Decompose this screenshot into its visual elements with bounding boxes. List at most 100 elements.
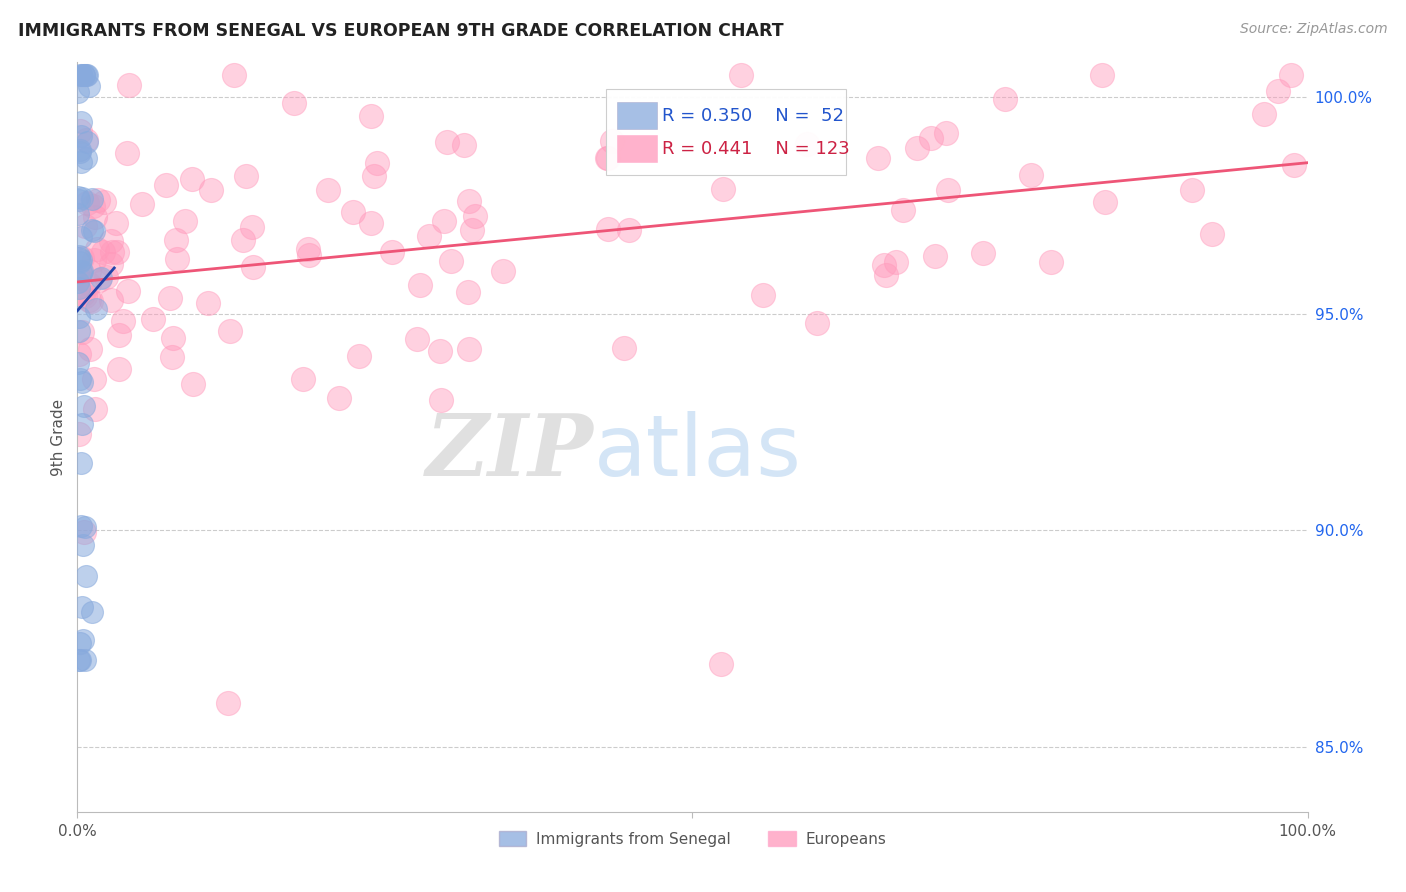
Point — [69, 265, 91, 279]
Point — [406, 333, 429, 347]
Point — [242, 260, 264, 274]
Point — [70, 375, 93, 389]
Point — [79, 342, 101, 356]
Point — [617, 223, 640, 237]
Point — [70, 325, 93, 339]
Point — [69, 229, 91, 244]
Point — [1279, 69, 1302, 83]
Point — [283, 95, 305, 110]
Point — [316, 183, 339, 197]
Point — [70, 253, 93, 268]
Point — [232, 233, 254, 247]
Point — [806, 316, 828, 330]
Point — [72, 287, 94, 301]
Point — [436, 135, 458, 149]
FancyBboxPatch shape — [617, 135, 657, 162]
Point — [101, 245, 124, 260]
Point — [174, 214, 197, 228]
Legend: Immigrants from Senegal, Europeans: Immigrants from Senegal, Europeans — [492, 824, 893, 853]
Point — [200, 183, 222, 197]
Point — [84, 210, 107, 224]
Point — [72, 632, 94, 647]
Point — [117, 284, 139, 298]
Point — [70, 251, 93, 265]
Point — [105, 244, 128, 259]
Point — [600, 134, 623, 148]
Point — [596, 151, 619, 165]
Point — [73, 69, 96, 83]
Point — [70, 417, 93, 431]
Point — [89, 273, 111, 287]
Point — [935, 126, 957, 140]
Text: ZIP: ZIP — [426, 410, 595, 494]
Point — [107, 362, 129, 376]
Point — [596, 151, 619, 165]
Point — [80, 192, 103, 206]
Point — [1267, 84, 1289, 98]
Point — [328, 392, 350, 406]
Point — [730, 69, 752, 83]
Point — [70, 191, 93, 205]
Point — [710, 657, 733, 672]
Point — [77, 79, 100, 94]
Point — [105, 216, 128, 230]
Point — [1181, 184, 1204, 198]
Point — [1201, 227, 1223, 242]
Point — [93, 195, 115, 210]
Point — [197, 296, 219, 310]
Point — [70, 154, 93, 169]
Point — [80, 222, 103, 236]
Point — [458, 342, 481, 356]
Point — [72, 538, 94, 552]
Point — [112, 314, 135, 328]
Point — [67, 270, 90, 285]
Point — [131, 196, 153, 211]
FancyBboxPatch shape — [606, 88, 846, 175]
Point — [73, 69, 96, 83]
Point — [458, 194, 481, 209]
Point — [100, 234, 122, 248]
Point — [69, 255, 91, 269]
Point — [100, 293, 122, 308]
Point — [69, 69, 91, 83]
Point — [75, 520, 97, 534]
Point — [159, 291, 181, 305]
Point — [347, 350, 370, 364]
Point — [107, 328, 129, 343]
Point — [87, 194, 110, 208]
Point — [69, 145, 91, 160]
Text: atlas: atlas — [595, 410, 801, 493]
Point — [461, 223, 484, 237]
Point — [70, 518, 93, 533]
Point — [1253, 107, 1275, 121]
Point — [936, 184, 959, 198]
Point — [67, 427, 90, 442]
Point — [70, 69, 93, 83]
Point — [76, 196, 98, 211]
Point — [218, 324, 240, 338]
Point — [77, 293, 100, 307]
Point — [166, 252, 188, 266]
Point — [181, 377, 204, 392]
Point — [83, 371, 105, 385]
Point — [440, 254, 463, 268]
Point — [67, 310, 90, 325]
Point — [297, 242, 319, 256]
Point — [84, 302, 107, 317]
Point — [884, 255, 907, 269]
Point — [142, 311, 165, 326]
Point — [83, 401, 105, 416]
Point — [70, 129, 93, 144]
Text: R = 0.441    N = 123: R = 0.441 N = 123 — [662, 140, 849, 158]
Point — [69, 372, 91, 386]
Point — [1094, 194, 1116, 209]
Point — [492, 264, 515, 278]
Point — [235, 169, 257, 184]
Point — [409, 277, 432, 292]
Point — [69, 636, 91, 650]
Point — [67, 281, 90, 295]
Point — [70, 264, 93, 278]
Point — [79, 264, 101, 278]
Point — [75, 569, 97, 583]
Point — [76, 69, 98, 83]
